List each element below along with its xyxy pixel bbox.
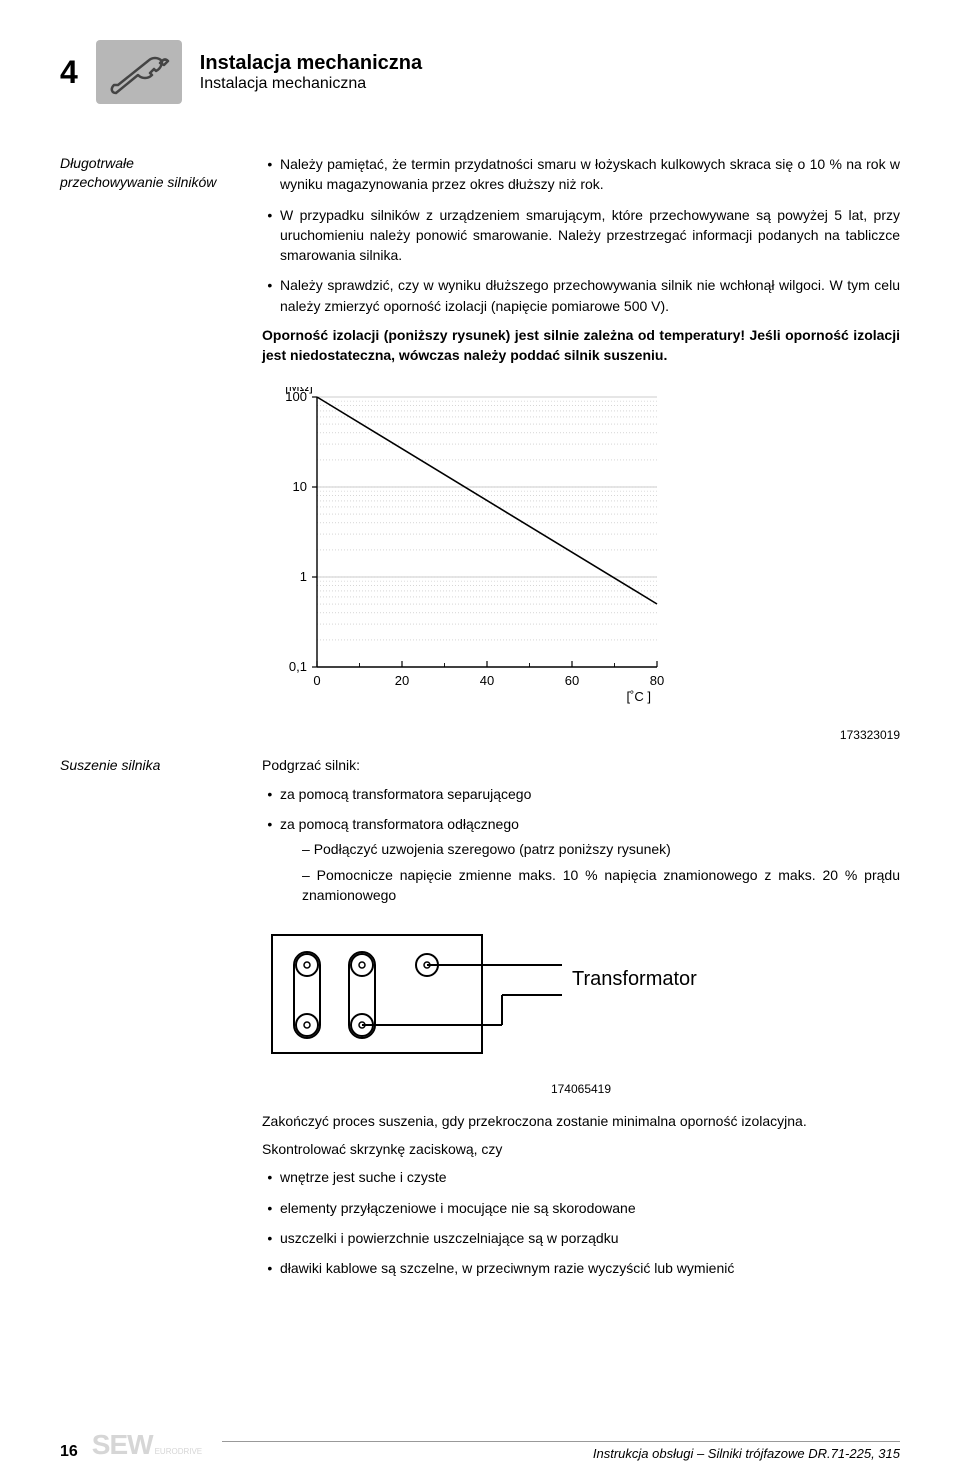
section-drying: Suszenie silnika Podgrzać silnik: za pom…: [60, 756, 900, 1288]
svg-text:80: 80: [650, 673, 664, 688]
side-label-drying: Suszenie silnika: [60, 756, 240, 1288]
svg-text:10: 10: [293, 479, 307, 494]
footer-rule: [222, 1441, 900, 1442]
svg-text:[˚C ]: [˚C ]: [626, 689, 651, 704]
sew-logo: SEW EURODRIVE: [92, 1429, 202, 1461]
svg-text:1: 1: [300, 569, 307, 584]
page-number: 16: [60, 1443, 78, 1461]
list-item-label: za pomocą transformatora odłącznego: [280, 816, 519, 832]
page: 4 Instalacja mechaniczna Instalacja mech…: [0, 0, 960, 1479]
chapter-titles: Instalacja mechaniczna Instalacja mechan…: [200, 52, 422, 93]
list-item: za pomocą transformatora separującego: [280, 784, 900, 804]
drying-para2: Skontrolować skrzynkę zaciskową, czy: [262, 1140, 900, 1160]
resistance-chart: 1001010,1[MΩ]020406080[˚C ]: [262, 387, 900, 710]
diagram-svg: Transformator: [262, 925, 712, 1065]
drying-sub-bullets: Podłączyć uzwojenia szeregowo (patrz pon…: [280, 840, 900, 905]
chart-svg: 1001010,1[MΩ]020406080[˚C ]: [262, 387, 667, 707]
chapter-subtitle: Instalacja mechaniczna: [200, 75, 422, 93]
chapter-number: 4: [60, 54, 78, 91]
list-item: elementy przyłączeniowe i mocujące nie s…: [280, 1198, 900, 1218]
section-storage-body: Należy pamiętać, że termin przydatności …: [262, 154, 900, 756]
transformer-diagram: Transformator: [262, 925, 900, 1068]
list-item: dławiki kablowe są szczelne, w przeciwny…: [280, 1258, 900, 1278]
footer-doc-title: Instrukcja obsługi – Silniki trójfazowe …: [222, 1446, 900, 1461]
list-item: W przypadku silników z urządzeniem smaru…: [280, 205, 900, 266]
svg-text:40: 40: [480, 673, 494, 688]
drying-bullets-top: za pomocą transformatora separującego za…: [262, 784, 900, 905]
list-item: uszczelki i powierzchnie uszczelniające …: [280, 1228, 900, 1248]
svg-text:[MΩ]: [MΩ]: [285, 387, 313, 394]
drying-para1: Zakończyć proces suszenia, gdy przekrocz…: [262, 1112, 900, 1132]
list-item: Podłączyć uzwojenia szeregowo (patrz pon…: [302, 840, 900, 860]
storage-bullets: Należy pamiętać, że termin przydatności …: [262, 154, 900, 316]
section-drying-body: Podgrzać silnik: za pomocą transformator…: [262, 756, 900, 1288]
chapter-header: 4 Instalacja mechaniczna Instalacja mech…: [60, 40, 900, 104]
svg-text:60: 60: [565, 673, 579, 688]
side-label-storage: Długotrwałe przechowywanie silników: [60, 154, 240, 756]
bold-note: Oporność izolacji (poniższy rysunek) jes…: [262, 326, 900, 365]
page-footer: 16 SEW EURODRIVE Instrukcja obsługi – Si…: [60, 1423, 900, 1461]
list-item: wnętrze jest suche i czyste: [280, 1167, 900, 1187]
list-item: Należy sprawdzić, czy w wyniku dłuższego…: [280, 275, 900, 316]
list-item: za pomocą transformatora odłącznego Podł…: [280, 814, 900, 905]
list-item: Pomocnicze napięcie zmienne maks. 10 % n…: [302, 866, 900, 905]
section-storage: Długotrwałe przechowywanie silników Nale…: [60, 154, 900, 756]
logo-subtext: EURODRIVE: [155, 1447, 203, 1456]
svg-text:0,1: 0,1: [289, 659, 307, 674]
drying-bullets-bottom: wnętrze jest suche i czyste elementy prz…: [262, 1167, 900, 1278]
figure-number: 174065419: [262, 1082, 900, 1096]
svg-text:Transformator: Transformator: [572, 968, 697, 990]
chapter-title: Instalacja mechaniczna: [200, 52, 422, 75]
figure-number: 173323019: [262, 728, 900, 742]
drying-intro: Podgrzać silnik:: [262, 756, 900, 776]
svg-text:0: 0: [313, 673, 320, 688]
svg-text:20: 20: [395, 673, 409, 688]
list-item: Należy pamiętać, że termin przydatności …: [280, 154, 900, 195]
wrench-icon: [96, 40, 182, 104]
logo-text: SEW: [92, 1429, 153, 1461]
